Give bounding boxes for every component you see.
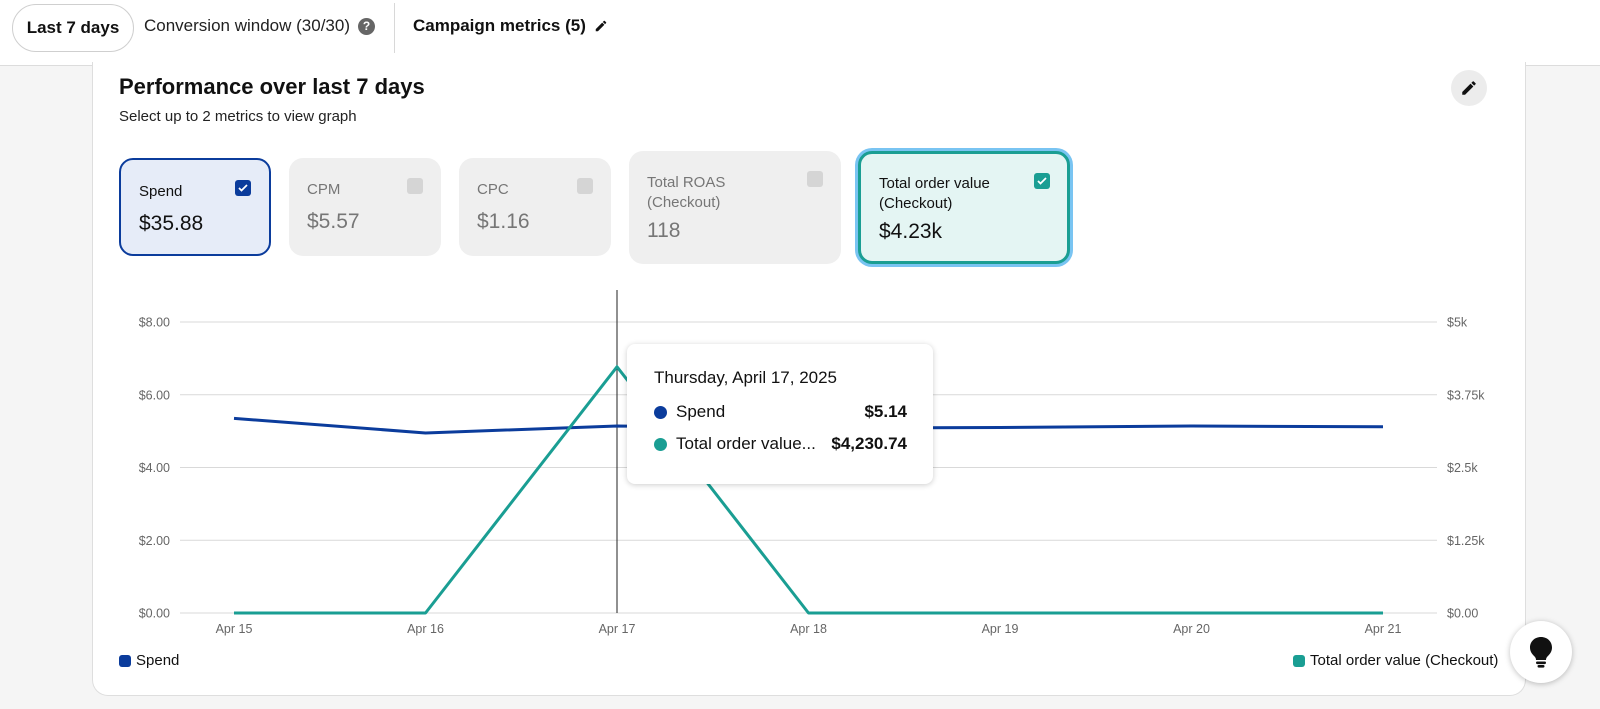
checkmark-icon [1037,177,1047,185]
legend-swatch [1293,654,1305,667]
metric-label: Spend [139,183,183,200]
lightbulb-icon [1530,637,1552,668]
y-right-tick-label: $5k [1447,316,1468,330]
top-filter-bar: Last 7 days Conversion window (30/30) ? … [0,0,1600,66]
pencil-icon [595,20,607,32]
legend-label: Spend [136,652,180,669]
campaign-metrics-button[interactable]: Campaign metrics (5) [413,16,608,36]
y-left-tick-label: $8.00 [139,316,170,330]
y-right-tick-label: $0.00 [1447,607,1478,621]
y-left-tick-label: $4.00 [139,461,170,475]
series-line [234,365,1383,615]
y-right-tick-label: $1.25k [1447,534,1485,548]
page-title: Performance over last 7 days [119,74,425,99]
campaign-metrics-label: Campaign metrics (5) [413,16,586,35]
checkbox-unchecked[interactable] [807,171,823,187]
y-right-tick-label: $3.75k [1447,388,1485,402]
x-tick-label: Apr 19 [982,622,1019,636]
tooltip-row-spend: Spend $5.14 [654,402,907,422]
y-left-tick-label: $6.00 [139,388,170,402]
series-dot [654,437,667,451]
tooltip-series-name: Spend [676,402,726,421]
metric-tile-spend[interactable]: Spend $35.88 [119,158,271,256]
checkbox-unchecked[interactable] [407,178,423,194]
x-tick-label: Apr 21 [1365,622,1402,636]
metric-value: $4.23k [879,220,943,243]
x-tick-label: Apr 17 [599,622,636,636]
chart-tooltip: Thursday, April 17, 2025 Spend $5.14 Tot… [627,344,933,484]
checkbox-unchecked[interactable] [577,178,593,194]
tooltip-series-name: Total order value... [676,434,816,453]
edit-button[interactable] [1451,70,1487,106]
metric-tile-total-order-value[interactable]: Total order value (Checkout) $4.23k [858,151,1070,264]
x-tick-label: Apr 15 [216,622,253,636]
metric-label: Total ROAS (Checkout) [647,174,726,211]
legend-total-order-value[interactable]: Total order value (Checkout) [1293,652,1498,669]
y-left-tick-label: $2.00 [139,534,170,548]
tooltip-date: Thursday, April 17, 2025 [654,368,838,387]
legend-swatch [119,654,131,667]
page-subtitle: Select up to 2 metrics to view graph [119,108,357,125]
x-tick-label: Apr 20 [1173,622,1210,636]
x-tick-label: Apr 16 [407,622,444,636]
pencil-icon [1462,81,1476,95]
help-icon[interactable]: ? [358,17,375,35]
metric-tile-total-roas[interactable]: Total ROAS (Checkout) 118 [629,151,841,264]
series-dot [654,405,667,419]
checkbox-checked[interactable] [235,180,251,196]
divider [394,3,395,53]
legend-label: Total order value (Checkout) [1310,652,1499,669]
x-tick-label: Apr 18 [790,622,827,636]
tooltip-series-value: $4,230.74 [831,434,907,453]
metric-label: Total order value (Checkout) [879,175,990,212]
metric-label: CPC [477,181,509,198]
checkmark-icon [238,184,248,192]
conversion-window-label: Conversion window (30/30) [144,16,350,35]
metric-value: 118 [647,219,681,242]
metric-tile-cpm[interactable]: CPM $5.57 [289,158,441,256]
tooltip-series-value: $5.14 [864,402,907,421]
metric-tile-cpc[interactable]: CPC $1.16 [459,158,611,256]
y-right-tick-label: $2.5k [1447,461,1478,475]
metric-value: $5.57 [307,210,360,233]
metric-label: CPM [307,181,341,198]
metric-value: $35.88 [139,212,204,235]
legend-spend[interactable]: Spend [119,652,179,669]
tooltip-row-total-order-value: Total order value... $4,230.74 [654,434,907,454]
conversion-window[interactable]: Conversion window (30/30) ? [144,16,375,36]
ideas-button[interactable] [1510,621,1572,683]
metric-value: $1.16 [477,210,530,233]
checkbox-checked[interactable] [1034,173,1050,189]
date-range-button[interactable]: Last 7 days [12,4,134,52]
y-left-tick-label: $0.00 [139,607,170,621]
